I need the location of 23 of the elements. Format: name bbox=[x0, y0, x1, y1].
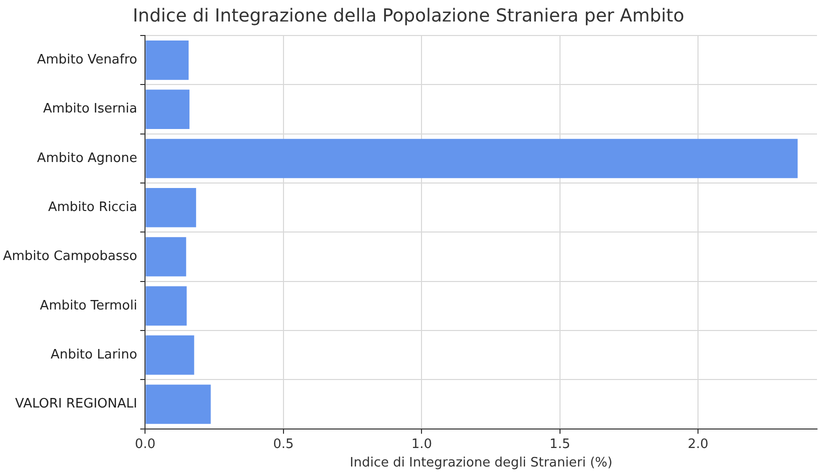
x-tick-label: 1.0 bbox=[411, 436, 432, 452]
y-tick-label: Anbito Larino bbox=[50, 347, 138, 362]
y-tick-label: Ambito Venafro bbox=[36, 52, 138, 68]
x-tick-label: 0.0 bbox=[134, 436, 156, 452]
bar bbox=[146, 335, 194, 375]
y-tick-label: VALORI REGIONALI bbox=[15, 396, 138, 412]
bar bbox=[146, 286, 187, 326]
bar bbox=[146, 40, 189, 80]
bar bbox=[146, 90, 190, 129]
y-tick-label: Ambito Agnone bbox=[37, 150, 138, 166]
y-tick-label: Ambito Termoli bbox=[40, 298, 138, 314]
bar bbox=[146, 237, 186, 276]
y-tick-label: Ambito Riccia bbox=[48, 200, 138, 215]
x-axis-title: Indice di Integrazione degli Stranieri (%) bbox=[350, 456, 612, 471]
y-tick-label: Ambito Isernia bbox=[43, 102, 138, 117]
y-tick-label: Ambito Campobasso bbox=[3, 249, 138, 264]
x-tick-label: 0.5 bbox=[273, 436, 294, 452]
bar bbox=[146, 188, 196, 228]
x-tick-label: 1.5 bbox=[550, 436, 570, 452]
bar bbox=[146, 138, 798, 178]
x-tick-label: 2.0 bbox=[688, 436, 708, 452]
chart-title: Indice di Integrazione della Popolazione Straniera per Ambito bbox=[132, 5, 684, 26]
bar bbox=[146, 384, 211, 424]
